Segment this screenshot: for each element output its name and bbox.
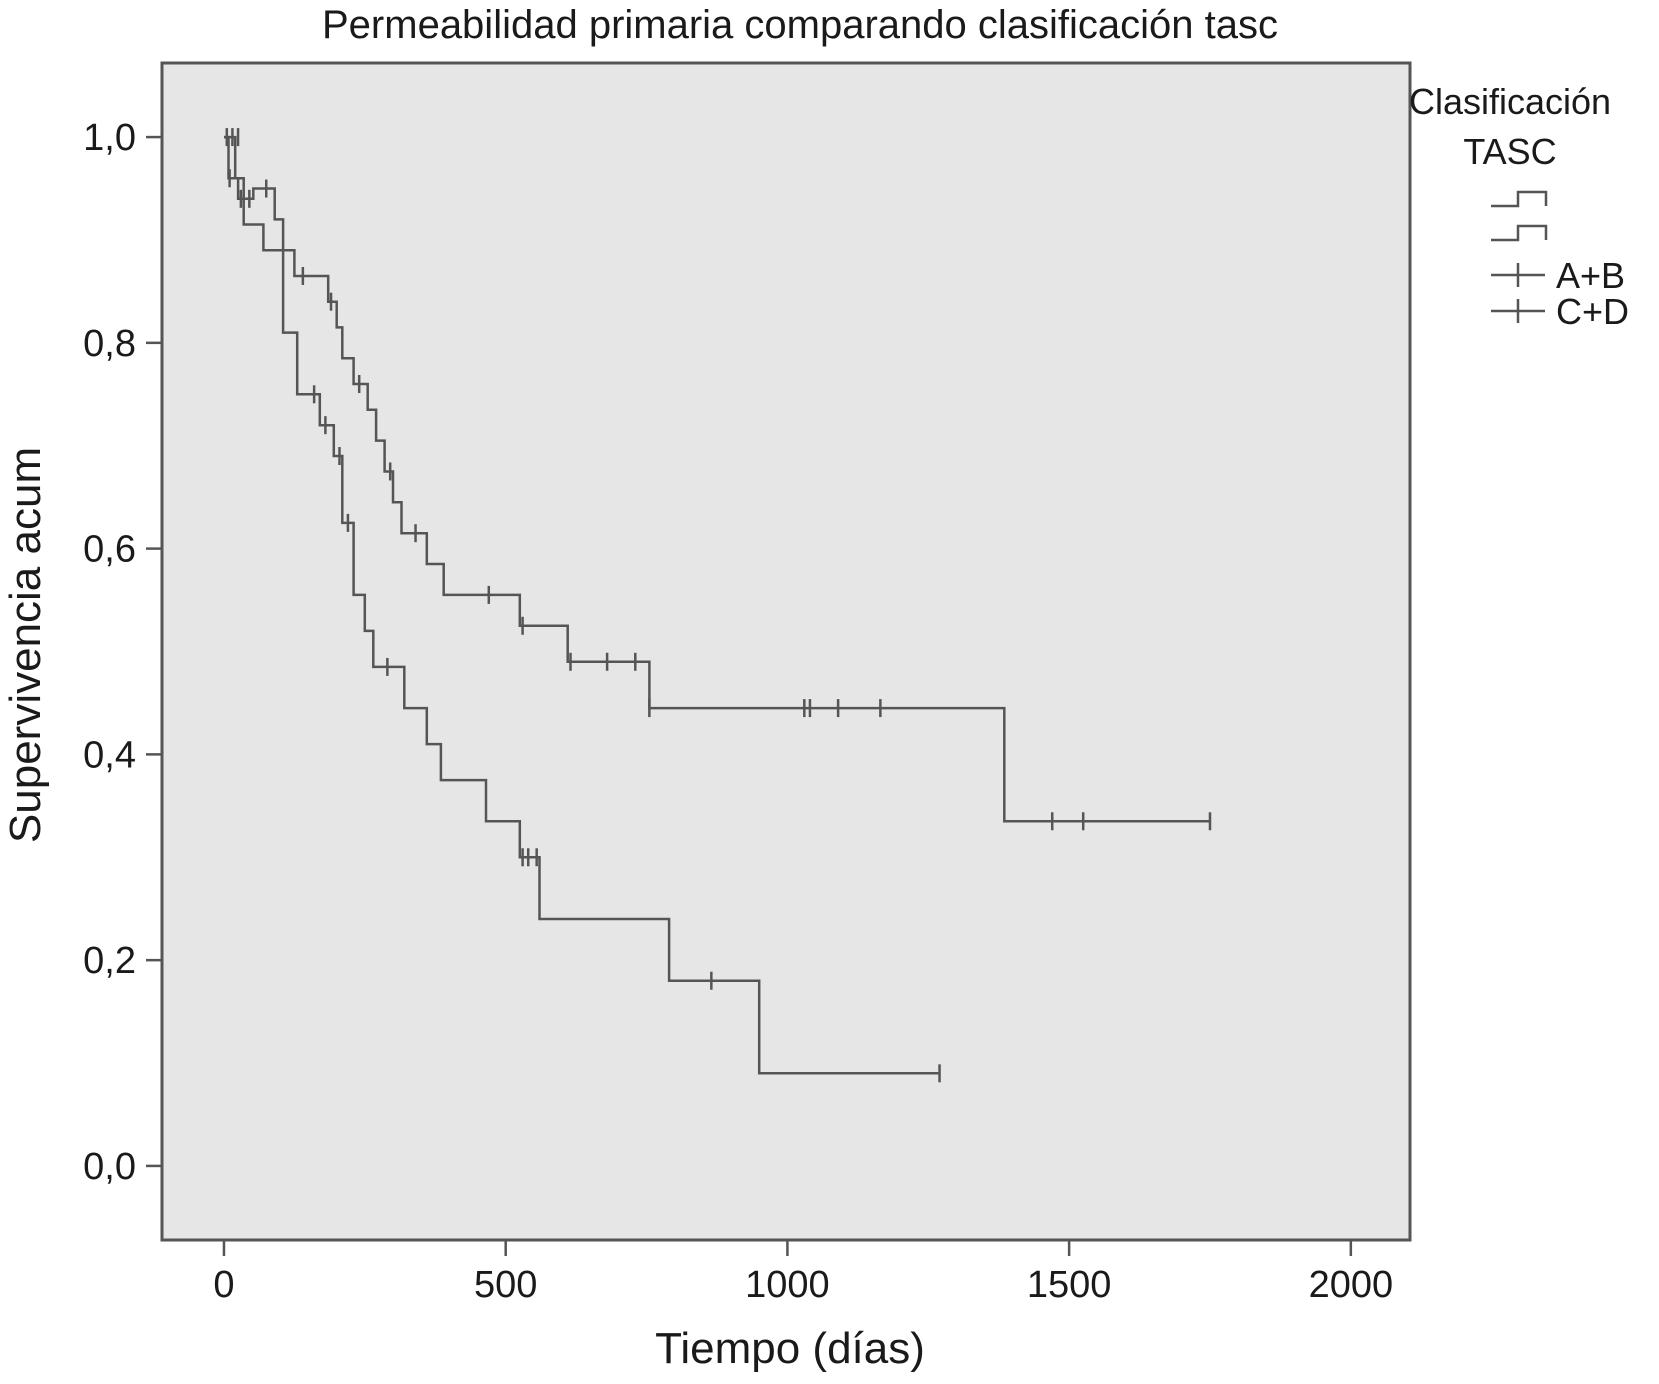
legend-label: C+D	[1556, 291, 1629, 332]
x-axis: 0 500 1000 1500 2000	[213, 1240, 1393, 1306]
x-tick-label: 1000	[745, 1264, 830, 1306]
legend: Clasificación TASC A+BC+D	[1409, 81, 1629, 332]
legend-entries: A+BC+D	[1491, 255, 1629, 332]
x-axis-label: Tiempo (días)	[655, 1324, 925, 1373]
survival-curve	[224, 135, 1210, 823]
legend-step-symbol-a	[1491, 190, 1548, 208]
x-tick-label: 500	[474, 1264, 537, 1306]
y-tick-label: 0,8	[83, 323, 136, 365]
legend-title-line2: TASC	[1463, 131, 1556, 172]
x-tick-label: 1500	[1027, 1264, 1112, 1306]
y-tick-label: 0,6	[83, 529, 136, 571]
y-tick-label: 0,4	[83, 734, 136, 776]
legend-entry: A+B	[1491, 255, 1625, 296]
plot-area	[160, 61, 1412, 1242]
legend-entry: C+D	[1491, 291, 1629, 332]
series-a-b	[224, 135, 1212, 831]
y-tick-label: 1,0	[83, 117, 136, 159]
series-layer	[224, 128, 1212, 1083]
x-tick-label: 0	[213, 1264, 234, 1306]
legend-step-symbol-b	[1491, 224, 1548, 242]
survival-curve	[224, 135, 940, 1075]
y-axis-label: Supervivencia acum	[1, 447, 50, 843]
series-c-d	[224, 128, 941, 1083]
chart-title: Permeabilidad primaria comparando clasif…	[322, 3, 1278, 47]
legend-title-line1: Clasificación	[1409, 81, 1611, 122]
x-tick-label: 2000	[1309, 1264, 1394, 1306]
plot-frame	[160, 61, 1412, 1242]
y-tick-label: 0,0	[83, 1146, 136, 1188]
y-axis: 0,0 0,2 0,4 0,6 0,8 1,0	[83, 117, 162, 1188]
y-tick-label: 0,2	[83, 940, 136, 982]
legend-label: A+B	[1556, 255, 1625, 296]
